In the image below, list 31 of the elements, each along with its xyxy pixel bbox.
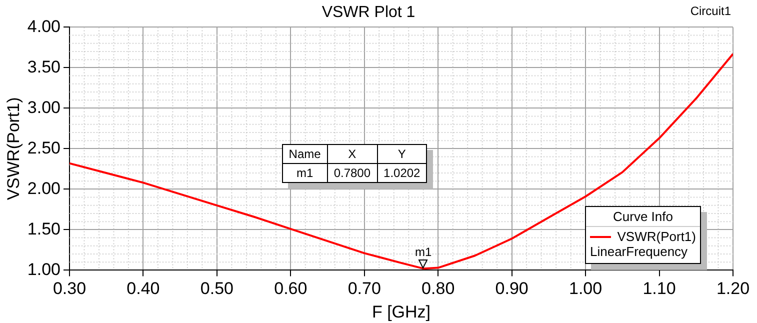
annotation: Name [282, 144, 328, 164]
x-tick-label: 0.60 [274, 279, 308, 298]
legend-label: VSWR(Port1) [617, 229, 696, 244]
y-axis-title: VSWR(Port1) [4, 97, 23, 200]
x-tick-label: 1.20 [716, 279, 750, 298]
annotation: 0.7800 [327, 163, 378, 182]
x-tick-label: 0.90 [495, 279, 528, 298]
x-axis-title: F [GHz] [372, 302, 431, 322]
annotation: 1.0202 [377, 163, 427, 182]
x-tick-label: 0.50 [200, 279, 234, 298]
y-tick-label: 3.00 [27, 98, 60, 117]
text: Circuit1 [690, 4, 731, 18]
x-tick-label: 1.00 [569, 279, 602, 298]
x-tick-label: 1.10 [642, 279, 676, 298]
y-tick-label: 3.50 [27, 57, 60, 76]
x-tick-label: 0.30 [52, 279, 86, 298]
y-tick-label: 4.00 [27, 16, 60, 36]
y-tick-label: 1.00 [27, 260, 60, 279]
chart-title: VSWR Plot 1 [322, 4, 416, 22]
annotation: Y [377, 144, 427, 164]
annotation: LinearFrequency [590, 244, 689, 260]
y-tick-label: 1.50 [27, 219, 60, 238]
y-tick-label: 2.00 [27, 178, 60, 198]
x-tick-label: 0.40 [126, 279, 160, 298]
annotation: X [327, 144, 378, 164]
annotation: m1 [415, 244, 432, 259]
y-tick-label: 2.50 [27, 138, 60, 158]
annotation: m1 [282, 163, 328, 182]
legend-title: Curve Info [586, 207, 700, 228]
x-tick-label: 0.80 [422, 279, 455, 298]
x-tick-label: 0.70 [348, 279, 381, 298]
